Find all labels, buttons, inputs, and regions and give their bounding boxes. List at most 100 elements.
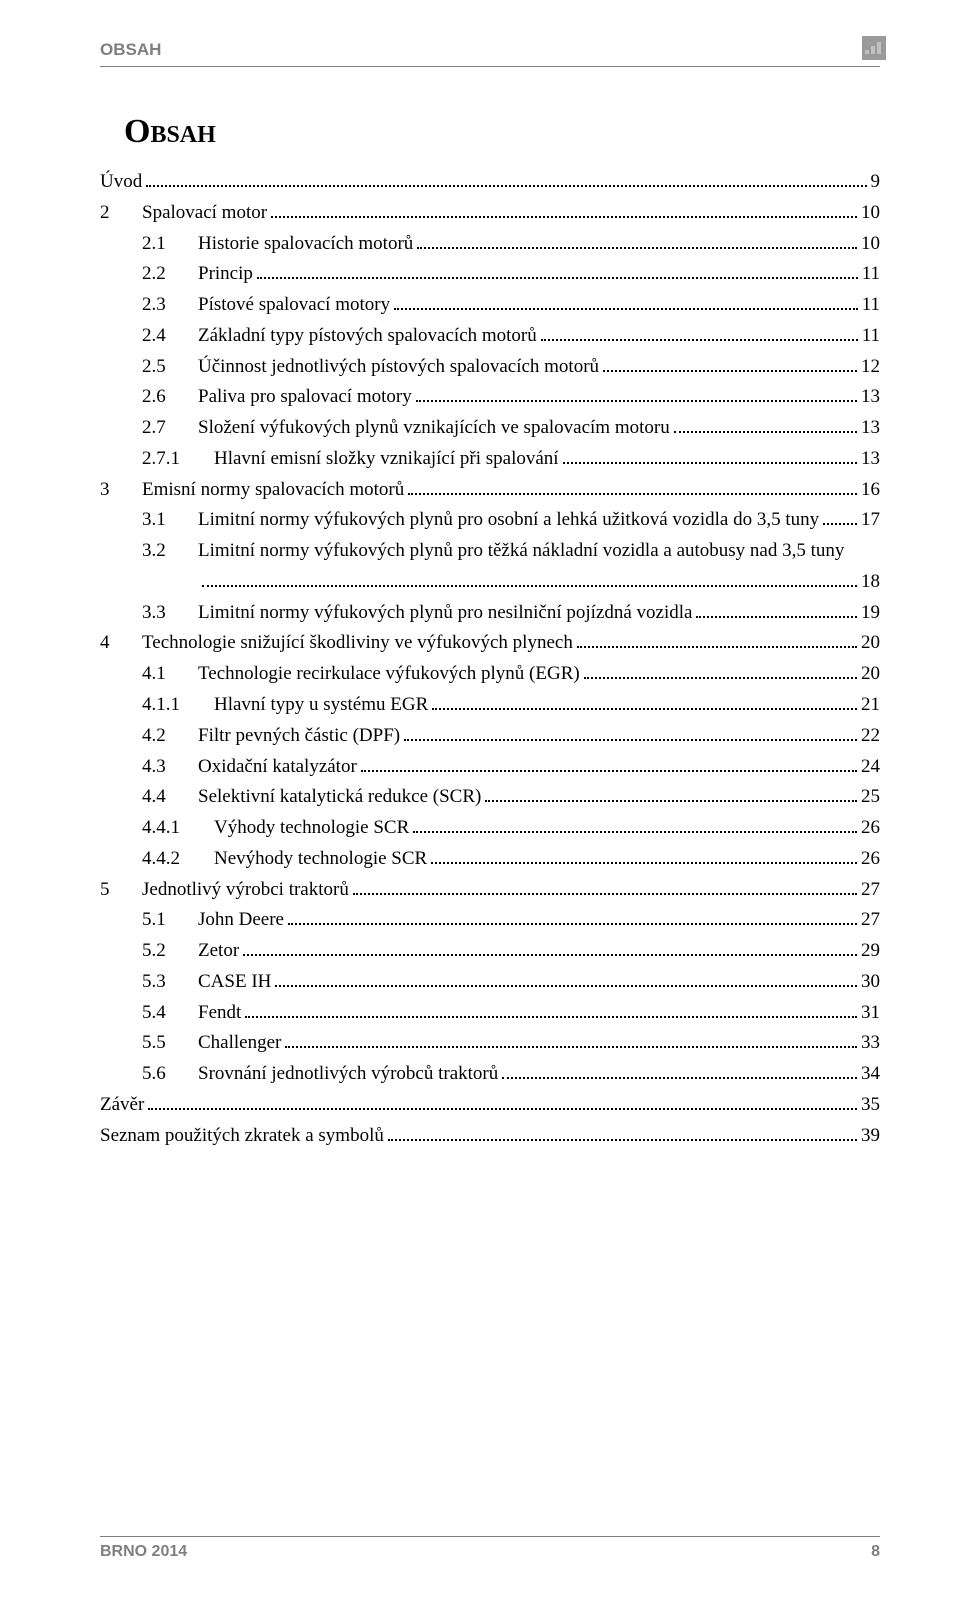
- footer-left-text: BRNO 2014: [100, 1543, 187, 1561]
- toc-leader: [388, 1124, 857, 1141]
- toc-entry-title: Oxidační katalyzátor: [198, 752, 357, 783]
- toc-entry-title: John Deere: [198, 905, 284, 936]
- toc-entry: 4.4.2Nevýhody technologie SCR26: [100, 844, 880, 875]
- toc-entry: 5.5Challenger33: [100, 1028, 880, 1059]
- toc-leader: [245, 1001, 857, 1018]
- toc-entry: 2.3Pístové spalovací motory11: [100, 290, 880, 321]
- toc-leader: [413, 816, 857, 833]
- toc-entry: 2Spalovací motor10: [100, 198, 880, 229]
- toc-entry-number: 4.3: [142, 752, 198, 783]
- toc-entry-page: 21: [861, 690, 880, 721]
- page-title: Obsah: [124, 113, 880, 151]
- toc-entry-page: 10: [861, 198, 880, 229]
- toc-entry: 5.4Fendt 31: [100, 998, 880, 1029]
- toc-entry-title: Paliva pro spalovací motory: [198, 382, 412, 413]
- toc-entry-number: 2.3: [142, 290, 198, 321]
- toc-entry-page: 22: [861, 721, 880, 752]
- toc-entry-page: 13: [861, 382, 880, 413]
- toc-entry-title: Hlavní emisní složky vznikající při spal…: [214, 444, 559, 475]
- toc-entry-number: 5: [100, 875, 142, 906]
- toc-leader: [394, 293, 858, 310]
- toc-leader: [285, 1031, 857, 1048]
- toc-entry-title: Princip: [198, 259, 253, 290]
- toc-entry-title: Nevýhody technologie SCR: [214, 844, 427, 875]
- running-header-text: OBSAH: [100, 40, 161, 59]
- running-header: OBSAH: [100, 40, 880, 67]
- toc-entry-page: 33: [861, 1028, 880, 1059]
- toc-leader: [431, 847, 857, 864]
- toc-entry: 3.2Limitní normy výfukových plynů pro tě…: [100, 536, 880, 567]
- toc-entry: 4.3Oxidační katalyzátor 24: [100, 752, 880, 783]
- toc-leader: [416, 385, 857, 402]
- toc-entry-title: Limitní normy výfukových plynů pro těžká…: [198, 536, 844, 567]
- toc-entry-page: 39: [861, 1121, 880, 1152]
- toc-entry-page: 25: [861, 782, 880, 813]
- toc-entry-title: CASE IH: [198, 967, 271, 998]
- toc-entry-page: 31: [861, 998, 880, 1029]
- toc-entry-number: 5.2: [142, 936, 198, 967]
- toc-entry-continuation: 3.218: [100, 567, 880, 598]
- toc-entry-number: 5.5: [142, 1028, 198, 1059]
- toc-entry-title: Výhody technologie SCR: [214, 813, 409, 844]
- toc-entry-title: Účinnost jednotlivých pístových spalovac…: [198, 352, 599, 383]
- toc-entry: 4Technologie snižující škodliviny ve výf…: [100, 628, 880, 659]
- toc-entry-title: Základní typy pístových spalovacích moto…: [198, 321, 537, 352]
- toc-entry-number: 4.4: [142, 782, 198, 813]
- toc-leader: [257, 262, 858, 279]
- toc-leader: [584, 662, 857, 679]
- toc-entry-page: 24: [861, 752, 880, 783]
- toc-entry-page: 30: [861, 967, 880, 998]
- toc-entry-page: 12: [861, 352, 880, 383]
- toc-entry-title: Emisní normy spalovacích motorů: [142, 475, 404, 506]
- toc-entry-page: 18: [861, 567, 880, 598]
- toc-leader: [603, 355, 857, 372]
- toc-entry-number: 2.5: [142, 352, 198, 383]
- toc-entry-number: 2.7.1: [142, 444, 214, 475]
- toc-entry: 5.3CASE IH30: [100, 967, 880, 998]
- toc-entry-page: 20: [861, 659, 880, 690]
- toc-leader: [502, 1062, 857, 1079]
- toc-leader: [541, 324, 858, 341]
- toc-entry-number: 4.1: [142, 659, 198, 690]
- logo-icon: [862, 36, 886, 60]
- toc-entry: 3Emisní normy spalovacích motorů16: [100, 475, 880, 506]
- toc-entry: 2.5Účinnost jednotlivých pístových spalo…: [100, 352, 880, 383]
- toc-entry-page: 17: [861, 505, 880, 536]
- toc-entry-page: 26: [861, 813, 880, 844]
- toc-entry-title: Historie spalovacích motorů: [198, 229, 413, 260]
- table-of-contents: Úvod92Spalovací motor102.1Historie spalo…: [100, 167, 880, 1152]
- toc-entry-number: 3.1: [142, 505, 198, 536]
- toc-entry-title: Spalovací motor: [142, 198, 267, 229]
- toc-entry: 5Jednotlivý výrobci traktorů27: [100, 875, 880, 906]
- toc-entry: 2.6Paliva pro spalovací motory13: [100, 382, 880, 413]
- toc-entry-title: Složení výfukových plynů vznikajících ve…: [198, 413, 670, 444]
- toc-leader: [202, 570, 857, 587]
- toc-leader: [275, 970, 857, 987]
- toc-entry-title: Úvod: [100, 167, 142, 198]
- document-page: OBSAH Obsah Úvod92Spalovací motor102.1Hi…: [0, 0, 960, 1601]
- footer-page-number: 8: [871, 1543, 880, 1561]
- toc-entry-page: 11: [862, 290, 880, 321]
- toc-entry-number: 2.2: [142, 259, 198, 290]
- toc-entry-number: 2.1: [142, 229, 198, 260]
- toc-entry-title: Hlavní typy u systému EGR: [214, 690, 428, 721]
- toc-entry-number: 2.7: [142, 413, 198, 444]
- toc-entry-title: Limitní normy výfukových plynů pro nesil…: [198, 598, 692, 629]
- toc-entry-number: 2.4: [142, 321, 198, 352]
- toc-entry: 5.1John Deere27: [100, 905, 880, 936]
- toc-entry-page: 34: [861, 1059, 880, 1090]
- toc-entry: 3.3Limitní normy výfukových plynů pro ne…: [100, 598, 880, 629]
- toc-entry-page: 11: [862, 259, 880, 290]
- toc-entry-title: Zetor: [198, 936, 239, 967]
- toc-entry-page: 16: [861, 475, 880, 506]
- toc-entry-page: 26: [861, 844, 880, 875]
- toc-entry-page: 9: [871, 167, 881, 198]
- toc-leader: [485, 785, 857, 802]
- toc-entry: 2.2Princip 11: [100, 259, 880, 290]
- page-footer: BRNO 2014 8: [100, 1536, 880, 1561]
- toc-entry-page: 13: [861, 413, 880, 444]
- toc-entry-title: Selektivní katalytická redukce (SCR): [198, 782, 481, 813]
- toc-entry-number: 4.4.1: [142, 813, 214, 844]
- toc-entry-title: Limitní normy výfukových plynů pro osobn…: [198, 505, 819, 536]
- toc-entry: 4.1.1Hlavní typy u systému EGR21: [100, 690, 880, 721]
